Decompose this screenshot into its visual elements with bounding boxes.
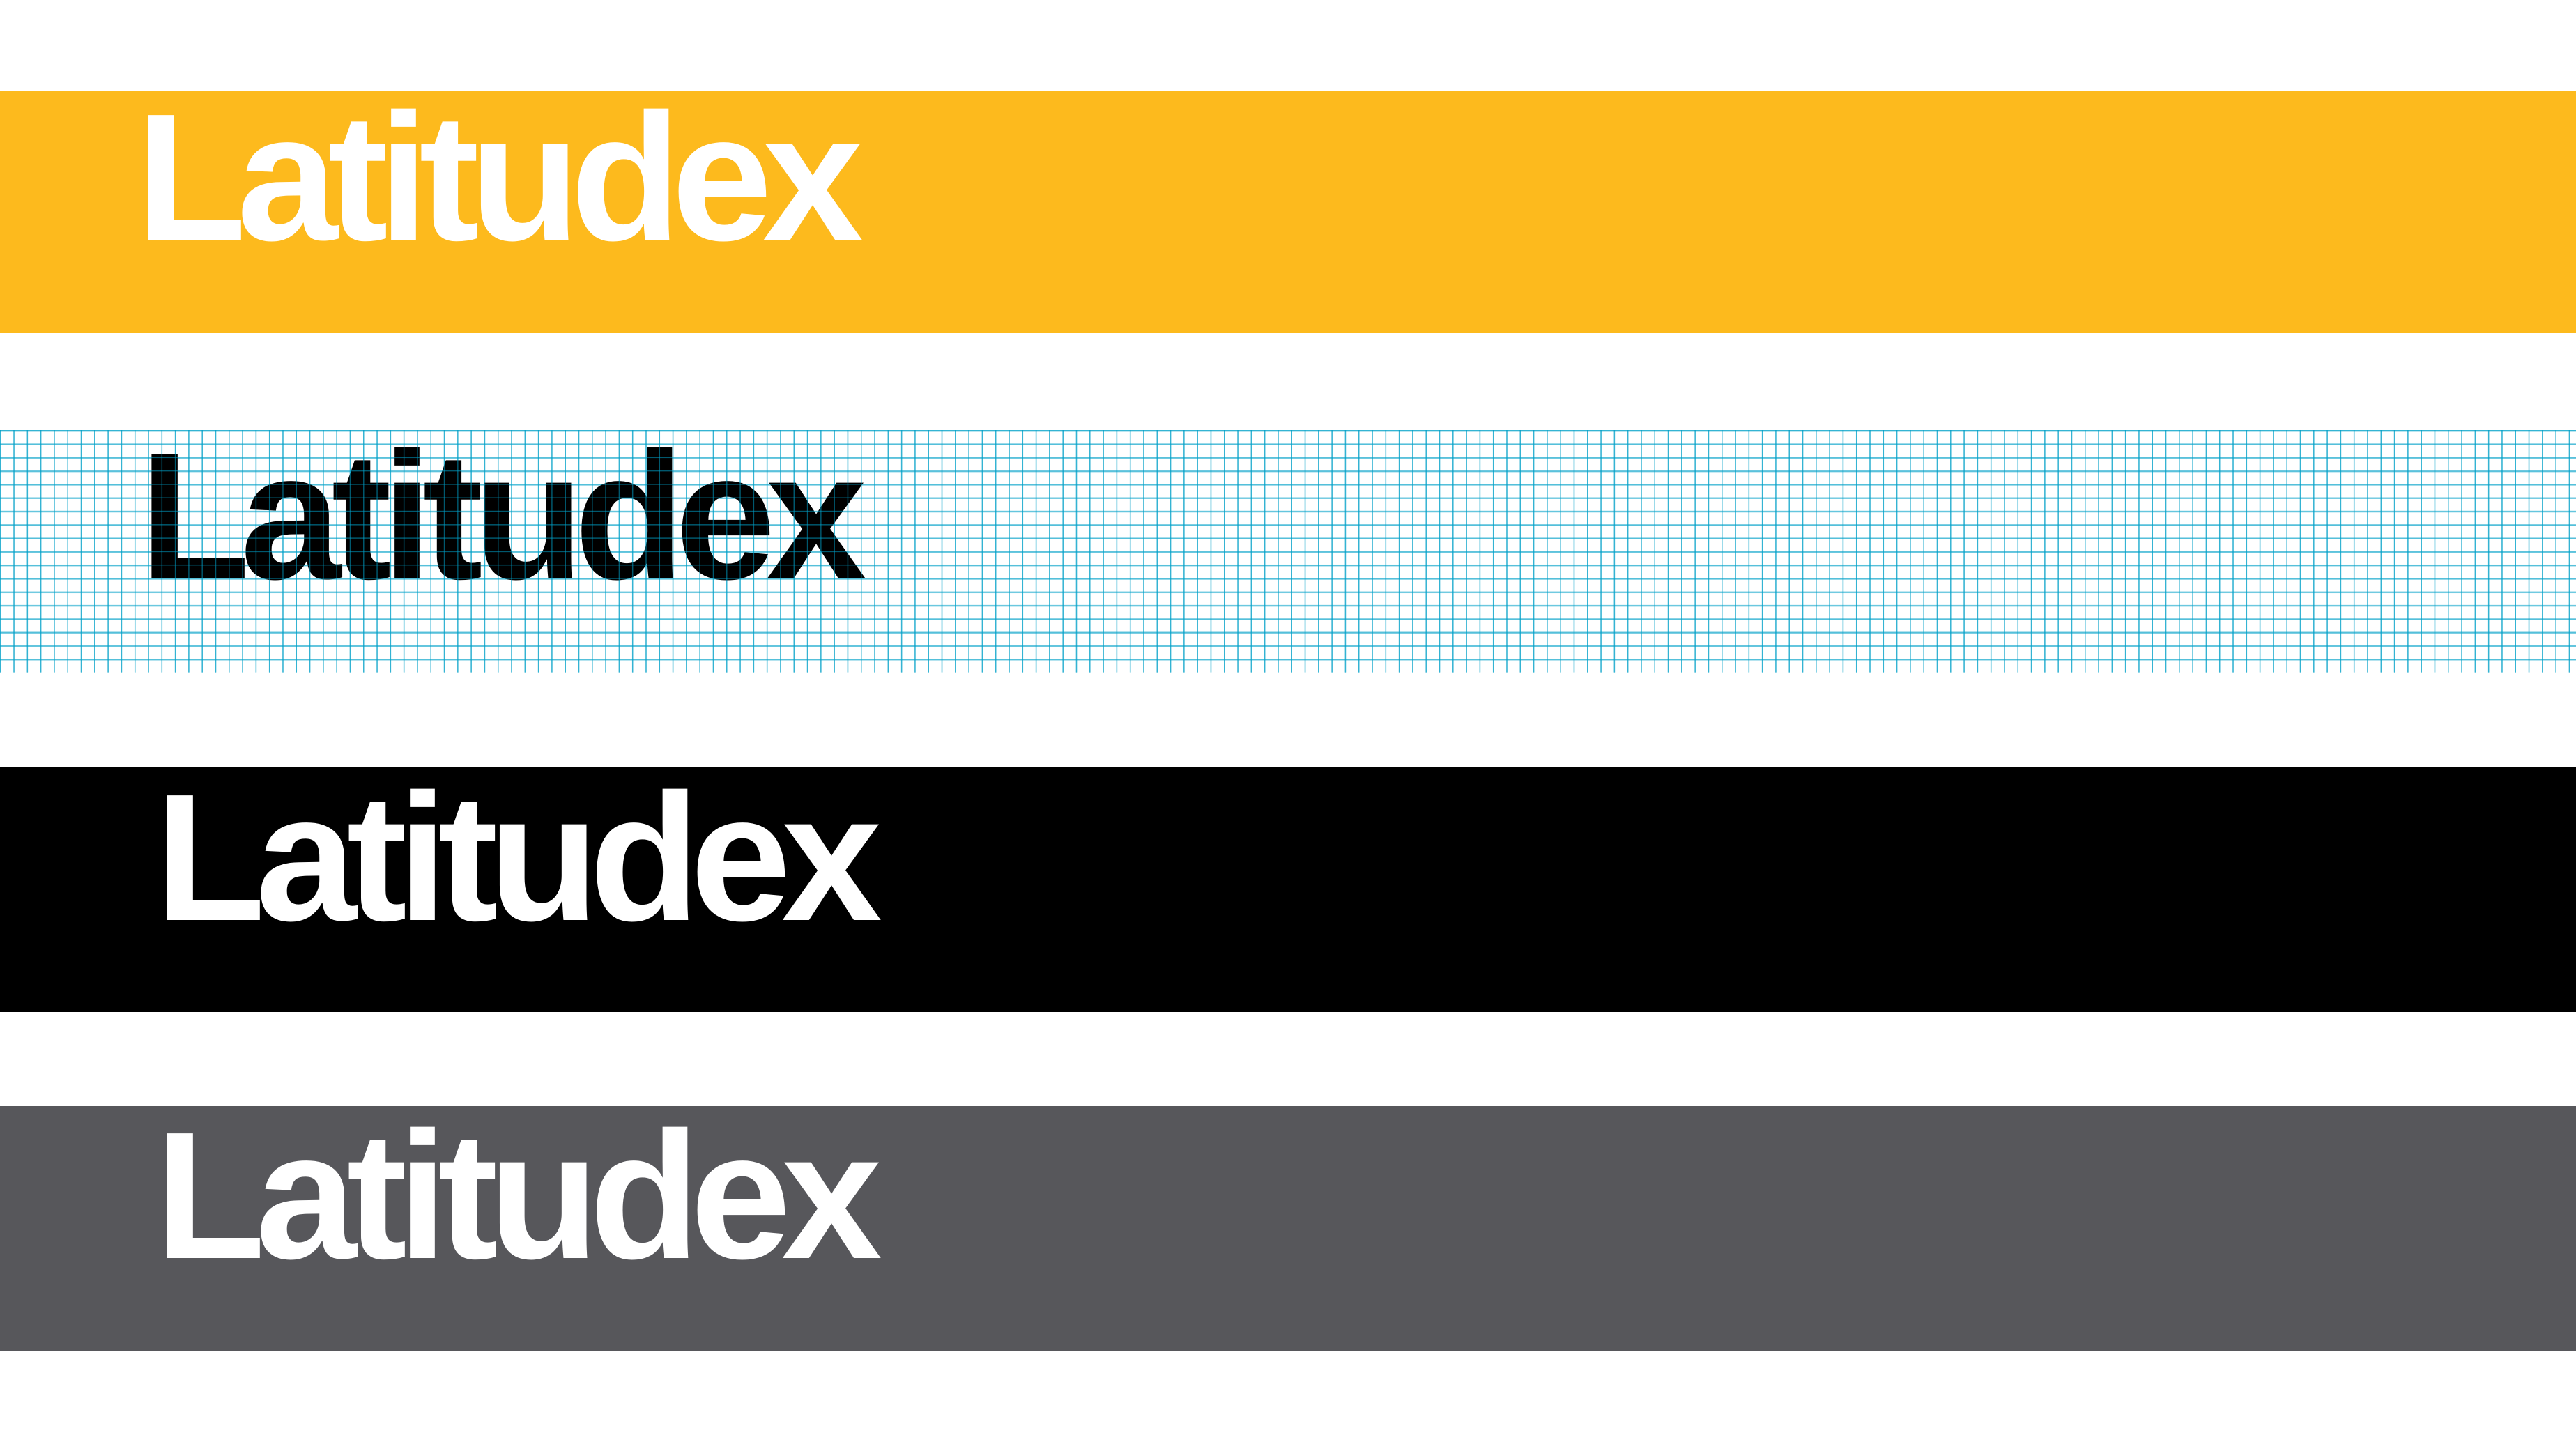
wordmark-on-black: Latitudex [155, 757, 882, 959]
wordmark-on-yellow: Latitudex [136, 77, 864, 279]
wordmark-on-grid: Latitudex [139, 415, 867, 618]
logo-panel-black [0, 767, 2576, 1012]
logo-panel-yellow [0, 91, 2576, 333]
logo-panel-gray [0, 1106, 2576, 1351]
wordmark-on-gray: Latitudex [155, 1095, 882, 1297]
